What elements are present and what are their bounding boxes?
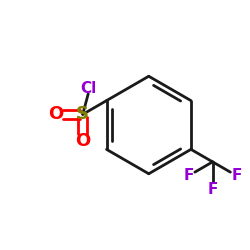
Text: O: O — [48, 106, 64, 123]
Text: F: F — [184, 168, 194, 183]
Text: Cl: Cl — [80, 81, 96, 96]
Text: F: F — [208, 182, 218, 197]
Text: F: F — [231, 168, 241, 183]
Text: S: S — [76, 106, 89, 123]
Text: O: O — [75, 132, 90, 150]
